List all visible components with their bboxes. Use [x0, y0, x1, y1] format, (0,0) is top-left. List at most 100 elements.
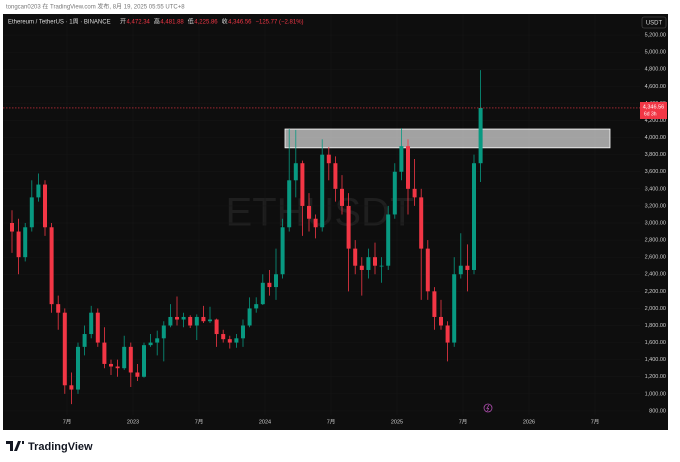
candle-body: [307, 205, 311, 219]
candle-body: [109, 363, 113, 367]
candle-body: [69, 385, 74, 390]
x-tick-label: 7月: [459, 418, 468, 425]
y-tick-label: 1,600.00: [645, 340, 666, 346]
candle-body: [254, 304, 259, 309]
brand: TradingView: [28, 441, 93, 453]
x-tick-label: 2023: [127, 419, 139, 425]
candle-body: [155, 338, 160, 343]
candle-body: [241, 325, 245, 339]
y-tick-label: 1,000.00: [645, 391, 666, 397]
candle-body: [36, 184, 41, 198]
y-tick-label: 3,400.00: [645, 186, 666, 192]
candle-body: [287, 180, 292, 228]
countdown: 6d 3h: [644, 111, 657, 117]
x-tick-label: 7月: [591, 418, 600, 425]
x-tick-label: 2024: [259, 419, 271, 425]
currency: USDT: [646, 21, 663, 27]
y-tick-label: 4,800.00: [645, 67, 666, 73]
candle-body: [373, 257, 377, 266]
candle-body: [439, 316, 443, 326]
chart-layer: 800.00 1,000.00 1,200.00 1,400.00 1,600.00 1,…: [3, 14, 667, 425]
candle-body: [366, 257, 371, 270]
y-tick-label: 800.00: [649, 408, 666, 414]
candle-body: [135, 372, 140, 377]
candle-body: [346, 205, 351, 249]
candle-body: [458, 265, 463, 275]
candle-body: [227, 339, 232, 343]
candle-body: [247, 308, 252, 326]
x-tick-label: 2026: [523, 419, 535, 425]
ohlc-value: 4,346.56: [228, 20, 252, 26]
y-tick-label: 3,200.00: [645, 203, 666, 209]
ohlc-value: 4,481.88: [160, 20, 184, 26]
candle-body: [478, 107, 483, 164]
candle-body: [188, 316, 193, 326]
y-tick-label: 1,200.00: [645, 374, 666, 380]
candle-body: [115, 366, 120, 369]
ohlc-value: −125.77 (−2.81%): [256, 20, 304, 26]
chart-panel: [3, 14, 668, 430]
candle-body: [56, 304, 61, 313]
brand-logo: [6, 441, 24, 451]
candle-body: [16, 231, 21, 258]
candle-body: [142, 345, 146, 377]
watermark: ETHUSDT: [226, 191, 415, 235]
candle-body: [406, 146, 410, 189]
candle-body: [313, 218, 318, 228]
candle-body: [333, 163, 338, 189]
candle-body: [392, 171, 397, 215]
y-tick-label: 1,800.00: [645, 323, 666, 329]
y-tick-label: 2,200.00: [645, 289, 666, 295]
y-tick-label: 2,000.00: [645, 306, 666, 312]
candle-body: [412, 188, 417, 198]
candle-body: [62, 312, 67, 386]
candle-body: [267, 282, 272, 288]
y-tick-label: 3,000.00: [645, 220, 666, 226]
candle-body: [168, 316, 173, 326]
currency-box: [641, 16, 667, 29]
candle-body: [445, 325, 450, 343]
candle-body: [432, 291, 437, 317]
candle-body: [425, 248, 430, 292]
last-price-label: 4,346.56: [643, 104, 664, 110]
candle-body: [359, 265, 364, 270]
candle-body: [161, 325, 166, 339]
candle-body: [82, 334, 87, 347]
candle-body: [43, 184, 47, 228]
x-tick-label: 2025: [391, 419, 403, 425]
event-icon-bolt: [486, 404, 490, 412]
candle-body: [472, 163, 476, 270]
candle-body: [452, 274, 457, 343]
candle-body: [10, 223, 14, 232]
y-tick-label: 5,000.00: [645, 50, 666, 56]
ohlc-value: 4,225.86: [194, 20, 218, 26]
candle-body: [399, 146, 404, 172]
candle-body: [23, 227, 28, 258]
y-tick-label: 4,600.00: [645, 84, 666, 90]
candle-body: [340, 188, 344, 206]
candle-body: [76, 346, 80, 390]
candle-body: [148, 342, 153, 346]
candle-body: [175, 316, 179, 320]
candle-body: [221, 334, 226, 340]
ohlc-key: 收: [222, 18, 228, 26]
candle-body: [95, 312, 100, 343]
ohlc-value: 4,472.34: [127, 20, 151, 26]
candle-body: [201, 316, 206, 322]
y-tick-label: 2,600.00: [645, 255, 666, 261]
candle-body: [320, 154, 325, 228]
candle-body: [353, 248, 358, 266]
ohlc-key: 开: [120, 19, 126, 26]
candle-body: [122, 346, 127, 369]
y-tick-label: 3,600.00: [645, 169, 666, 175]
candle-body: [326, 154, 331, 164]
candle-body: [465, 265, 470, 270]
candle-body: [89, 312, 94, 335]
y-tick-label: 3,800.00: [645, 152, 666, 158]
x-tick-label: 7月: [327, 418, 336, 425]
y-tick-label: 4,200.00: [645, 118, 666, 124]
event-icon[interactable]: [483, 403, 493, 413]
y-tick-label: 4,000.00: [645, 135, 666, 141]
candle-body: [280, 227, 285, 275]
